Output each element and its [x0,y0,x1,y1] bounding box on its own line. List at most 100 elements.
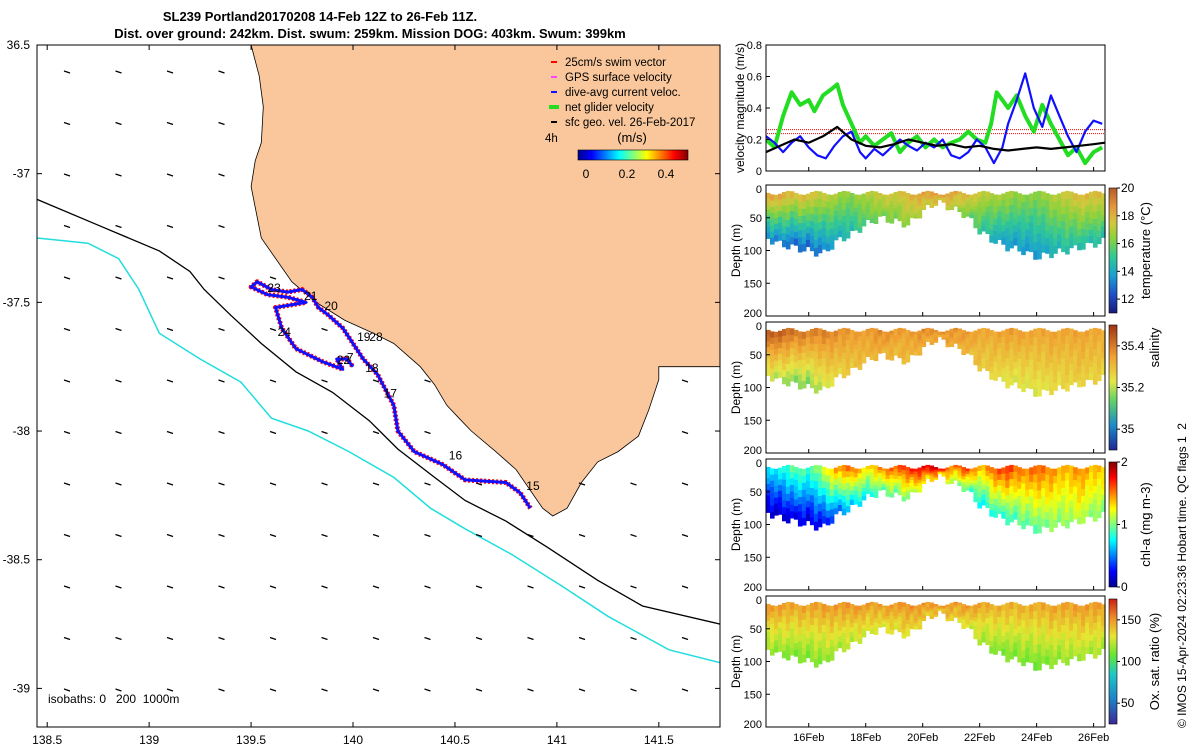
temperature-cell [985,223,990,229]
oxygen-saturation-cell [853,627,859,633]
temperature-cell [885,218,891,223]
temperature-cell [778,216,783,224]
oxygen-saturation-cell [1009,609,1014,617]
temperature-cell [945,201,951,205]
chl-a-cell [1093,464,1098,473]
salinity-cell [813,384,819,394]
chl-a-cell [897,464,903,470]
depth-tick-label: 50 [750,624,762,636]
chl-a-cell [841,471,847,478]
oxygen-saturation-cell [965,613,970,617]
chl-a-cell [1041,511,1046,520]
chl-a-cell [1013,498,1018,507]
oxygen-saturation-cell [833,604,839,611]
chl-a-cell [1025,482,1030,491]
geo-vector-arrow [115,585,122,589]
salinity-cell [809,380,815,389]
oxygen-saturation-cell [949,616,955,619]
salinity-cell [957,328,962,332]
salinity-cell [778,330,783,338]
chl-a-cell [1017,467,1022,475]
chl-a-cell [925,475,931,478]
temperature-cell [813,231,819,241]
temperature-cell [1101,209,1106,216]
temperature-cell [957,206,962,210]
salinity-cell [937,331,943,333]
salinity-cell [817,366,823,375]
salinity-cell [917,336,923,341]
salinity-cell [961,351,966,355]
temperature-cell [833,233,839,241]
oxygen-saturation-cell [1049,629,1054,638]
temperature-cell [1029,237,1034,245]
chl-a-cell [977,471,982,477]
oxygen-saturation-cell [1065,633,1070,642]
salinity-cell [853,353,859,359]
salinity-cell [901,328,907,334]
oxygen-saturation-cell [905,627,911,633]
salinity-cell [921,333,927,336]
temperature-cell [1089,229,1094,237]
oxygen-saturation-cell [829,639,835,648]
salinity-cell [881,339,887,343]
salinity-cell [1097,328,1102,336]
oxygen-saturation-cell [1029,611,1034,620]
geo-vector-arrow [424,533,431,538]
oxygen-saturation-cell [813,658,819,668]
chl-a-cell [833,502,839,509]
oxygen-saturation-cell [1101,642,1106,649]
temperature-cell [985,207,990,213]
temperature-cell [1085,230,1090,237]
oxygen-saturation-cell [805,617,811,626]
chl-a-cell [1089,472,1094,479]
chl-a-cell [833,507,839,515]
oxygen-saturation-cell [881,610,887,614]
salinity-cell [881,349,887,353]
salinity-cell [1061,373,1066,382]
oxygen-saturation-cell [877,621,883,625]
geo-vector-arrow [218,276,225,280]
temperature-cell [833,205,839,212]
chl-a-cell [825,475,831,484]
salinity-cell [841,365,847,373]
temperature-cell [909,214,915,219]
oxygen-saturation-cell [973,613,978,618]
salinity-cell [1033,387,1038,397]
temperature-cell [869,198,875,204]
chl-a-cell [1093,500,1098,508]
salinity-cell [965,331,970,335]
chl-a-cell [1045,497,1050,506]
temperature-cell [937,199,943,201]
temperature-cell [789,230,795,238]
oxygen-saturation-cell [1009,644,1014,653]
temperature-cell [797,223,803,231]
oxygen-saturation-cell [1049,621,1054,630]
oxygen-saturation-cell [921,607,927,610]
temperature-cell [1013,238,1018,246]
salinity-cell [905,349,911,355]
chl-a-cell [1033,516,1038,526]
temperature-cell [893,208,899,213]
salinity-cell [829,365,835,374]
temperature-cell [941,201,947,203]
oxygen-saturation-cell [1101,626,1106,633]
salinity-cell [953,333,958,337]
salinity-cell [877,338,883,343]
legend-geo-label: sfc geo. vel. 26-Feb-2017 [565,117,695,129]
salinity-cell [1081,358,1086,367]
salinity-cell [981,337,986,344]
salinity-cell [929,342,935,345]
salinity-cell [877,344,883,348]
temperature-cell [905,205,911,210]
chl-a-cell [821,509,827,517]
chl-a-cell [833,473,839,480]
chl-a-cell [1049,476,1054,485]
chl-a-cell [841,483,847,491]
geo-vector-arrow [475,482,483,486]
salinity-cell [1033,328,1038,338]
salinity-cell [1053,382,1058,391]
chl-a-cell [785,515,791,524]
chl-a-cell [1097,478,1102,486]
chl-a-cell [797,497,803,505]
temperature-cell [957,198,962,202]
